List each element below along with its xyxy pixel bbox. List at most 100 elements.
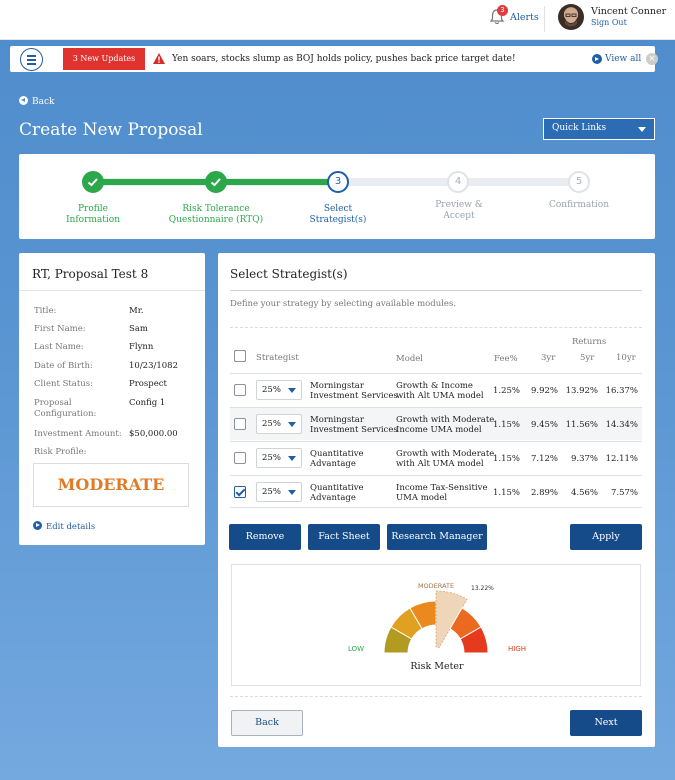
field-value: Mr. [129, 306, 144, 316]
step-3-label[interactable]: Select Strategist(s) [309, 204, 367, 225]
apply-button[interactable]: Apply [570, 524, 642, 550]
field-label: Last Name: [34, 342, 84, 352]
field-label: Investment Amount: [34, 429, 122, 439]
back-button[interactable]: Back [231, 710, 303, 736]
chevron-down-icon [638, 127, 646, 132]
risk-meter-title: Risk Meter [410, 661, 464, 672]
strategist-name: Quantitative Advantage [310, 449, 364, 469]
return-3yr: 9.45% [530, 420, 558, 430]
allocation-select[interactable]: 25% [256, 482, 302, 502]
arrow-left-icon [19, 96, 28, 105]
col-5yr: 5yr [580, 353, 595, 363]
row-checkbox[interactable] [234, 486, 246, 498]
user-name: Vincent Conner [591, 6, 667, 17]
next-button[interactable]: Next [570, 710, 642, 736]
field-label: Risk Profile: [34, 447, 87, 457]
risk-meter-card: LOW HIGH MODERATE 13.22% Risk Meter [231, 564, 641, 686]
table-row[interactable]: 25% Morningstar Investment Services Grow… [230, 407, 642, 440]
step-4-label: Preview & Accept [435, 200, 483, 221]
table-row[interactable]: 25% Morningstar Investment Services Grow… [230, 373, 642, 406]
field-label: Title: [34, 306, 57, 316]
table-row[interactable]: 25% Quantitative Advantage Income Tax-Se… [230, 475, 642, 508]
col-10yr: 10yr [616, 353, 636, 363]
view-all-link[interactable]: View all [605, 54, 642, 64]
field-value: Flynn [129, 342, 154, 352]
fee-value: 1.15% [492, 420, 520, 430]
new-updates-badge[interactable]: 3 New Updates [63, 48, 145, 70]
return-5yr: 11.56% [565, 420, 598, 430]
returns-header: Returns [572, 337, 607, 347]
allocation-select[interactable]: 25% [256, 380, 302, 400]
divider [230, 327, 642, 328]
progress-stepper: 3 4 5 Profile Information Risk Tolerance… [19, 154, 655, 239]
model-name: Growth with Moderate Income UMA model [396, 415, 495, 435]
step-3-indicator[interactable]: 3 [327, 171, 349, 193]
alerts-link[interactable]: Alerts [510, 12, 539, 23]
field-value: Sam [129, 324, 148, 334]
sign-out-link[interactable]: Sign Out [591, 18, 627, 27]
field-label: Date of Birth: [34, 361, 93, 371]
row-checkbox[interactable] [234, 452, 246, 464]
col-model: Model [396, 354, 424, 364]
step-2-check-icon[interactable] [205, 171, 227, 193]
divider [19, 290, 205, 291]
strategist-name: Morningstar Investment Services [310, 415, 398, 435]
row-checkbox[interactable] [234, 384, 246, 396]
allocation-select[interactable]: 25% [256, 448, 302, 468]
close-icon[interactable]: × [646, 53, 658, 65]
col-strategist: Strategist [256, 353, 299, 363]
return-3yr: 9.92% [530, 386, 558, 396]
return-10yr: 7.57% [610, 488, 638, 498]
risk-meter-low-label: LOW [348, 645, 364, 653]
warning-icon [153, 53, 165, 64]
model-name: Growth & Income with Alt UMA model [396, 381, 484, 401]
edit-details-link[interactable]: Edit details [33, 521, 95, 532]
select-strategist-panel: Select Strategist(s) Define your strateg… [218, 253, 655, 747]
fact-sheet-button[interactable]: Fact Sheet [308, 524, 380, 550]
risk-meter-high-label: HIGH [508, 645, 526, 653]
panel-subtitle: Define your strategy by selecting availa… [230, 299, 457, 309]
divider [230, 290, 642, 291]
col-fee: Fee% [494, 354, 518, 364]
risk-meter-gauge: LOW HIGH MODERATE 13.22% [348, 582, 526, 654]
back-link[interactable]: Back [19, 96, 54, 107]
row-checkbox[interactable] [234, 418, 246, 430]
news-headline[interactable]: Yen soars, stocks slump as BOJ holds pol… [172, 54, 516, 64]
panel-title: Select Strategist(s) [230, 267, 348, 281]
table-row[interactable]: 25% Quantitative Advantage Growth with M… [230, 441, 642, 474]
remove-button[interactable]: Remove [229, 524, 301, 550]
strategist-name: Quantitative Advantage [310, 483, 364, 503]
research-manager-button[interactable]: Research Manager [387, 524, 487, 550]
select-all-checkbox[interactable] [234, 350, 246, 362]
allocation-select[interactable]: 25% [256, 414, 302, 434]
step-1-check-icon[interactable] [82, 171, 104, 193]
page-title: Create New Proposal [19, 120, 203, 140]
field-value: 10/23/1082 [129, 361, 178, 371]
risk-profile-badge: MODERATE [33, 463, 189, 507]
client-summary-card: RT, Proposal Test 8 Title: Mr. First Nam… [19, 253, 205, 545]
menu-icon[interactable] [20, 48, 43, 71]
return-5yr: 13.92% [565, 386, 598, 396]
step-5-indicator: 5 [568, 171, 590, 193]
top-bar: 3 Alerts Vincent Conner Sign Out [0, 0, 675, 40]
field-value: Prospect [129, 379, 167, 389]
field-label: Client Status: [34, 379, 93, 389]
step-4-indicator: 4 [447, 171, 469, 193]
fee-value: 1.15% [492, 454, 520, 464]
arrow-right-icon [592, 54, 602, 64]
return-10yr: 14.34% [605, 420, 638, 430]
fee-value: 1.15% [492, 488, 520, 498]
return-5yr: 9.37% [570, 454, 598, 464]
step-5-label: Confirmation [548, 200, 610, 210]
step-2-label[interactable]: Risk Tolerance Questionnaire (RTQ) [168, 204, 264, 225]
risk-meter-band-label: MODERATE [418, 582, 454, 590]
model-name: Growth with Moderate with Alt UMA model [396, 449, 495, 469]
divider [544, 6, 545, 32]
step-1-label[interactable]: Profile Information [65, 204, 120, 225]
return-10yr: 12.11% [605, 454, 638, 464]
quick-links-dropdown[interactable]: Quick Links [543, 118, 655, 140]
avatar[interactable] [558, 4, 584, 30]
arrow-right-icon [33, 521, 42, 530]
return-3yr: 2.89% [530, 488, 558, 498]
news-bar: 3 New Updates Yen soars, stocks slump as… [10, 46, 658, 72]
